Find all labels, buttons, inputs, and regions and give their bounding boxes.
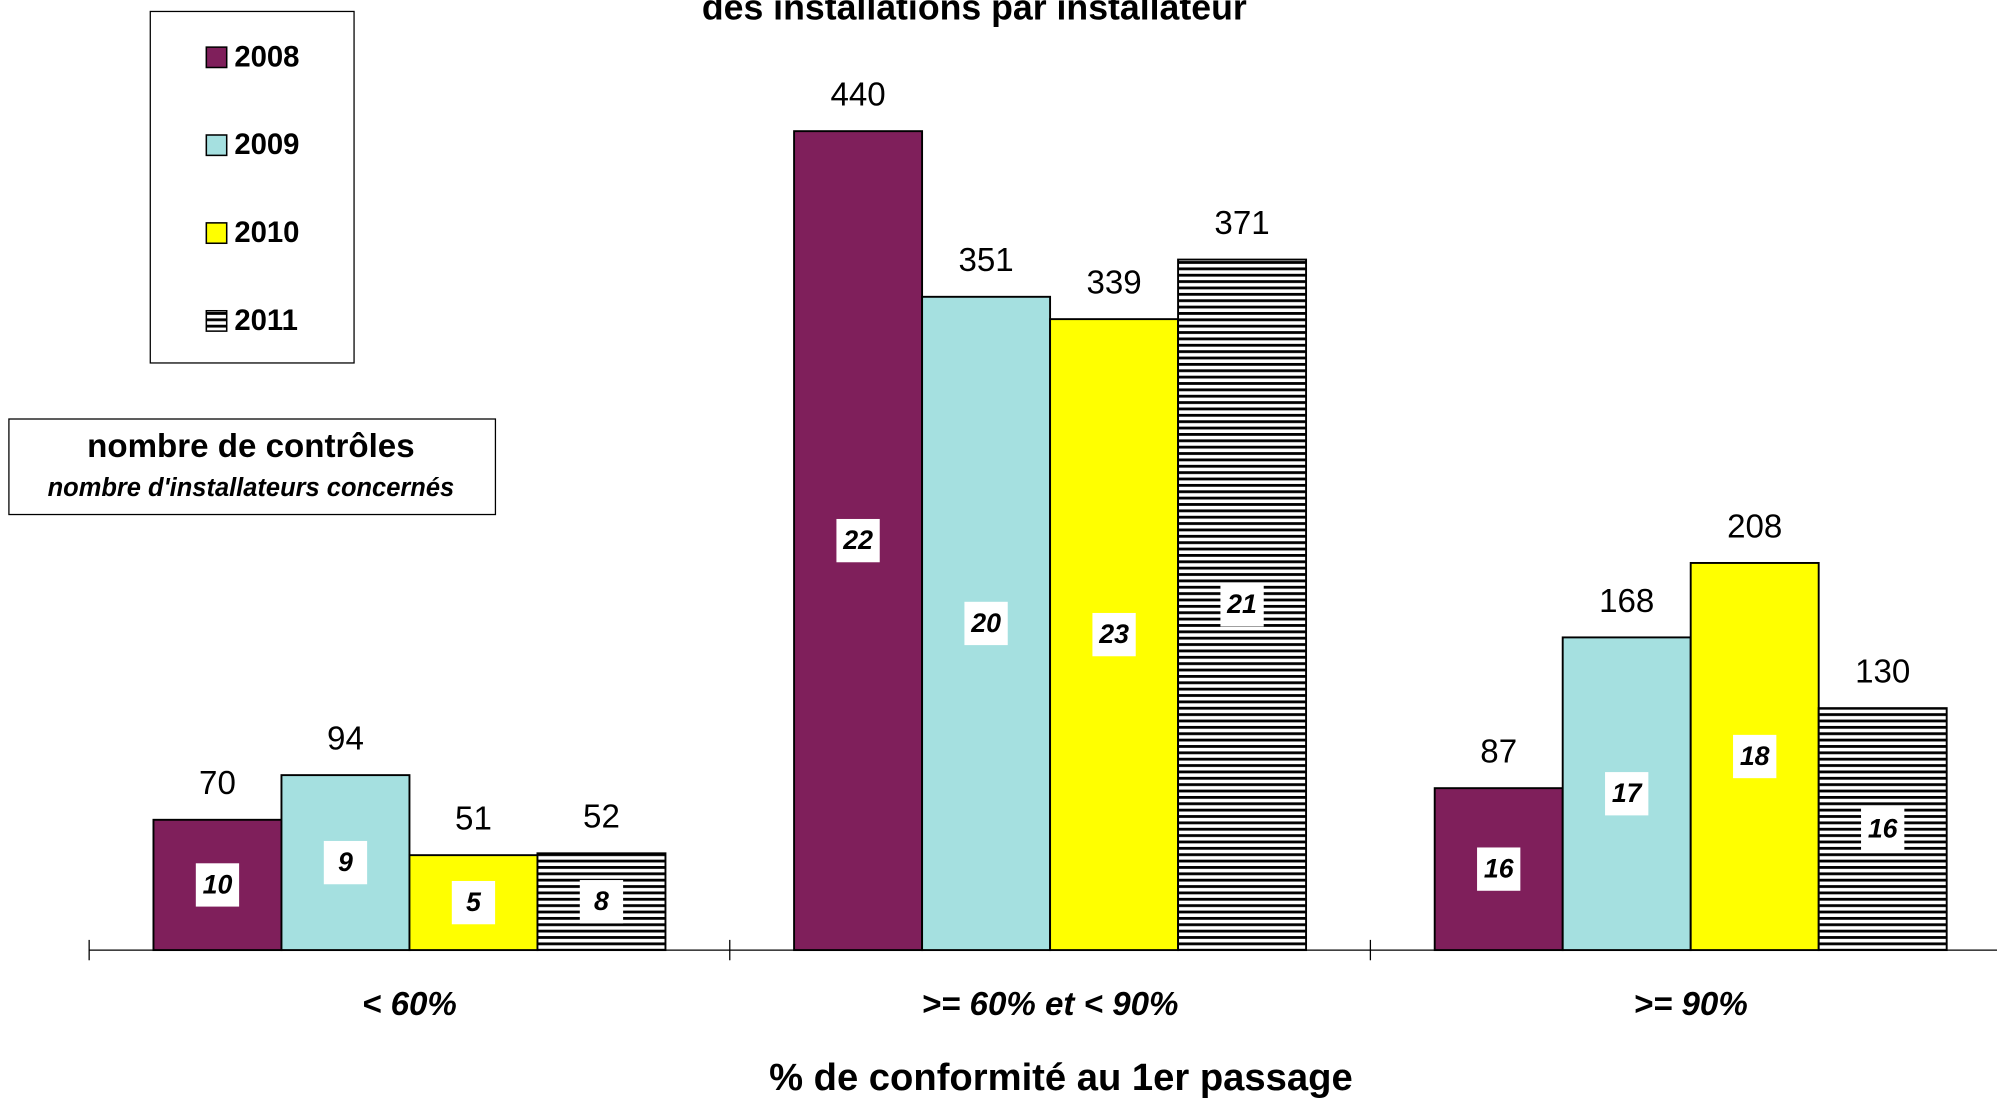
legend-label: 2011 <box>234 304 298 337</box>
count-label: 20 <box>970 608 1001 638</box>
count-label: 5 <box>466 887 482 917</box>
x-tick-label: >= 90% <box>1634 986 1748 1023</box>
count-label-box <box>1092 612 1136 657</box>
value-label: 440 <box>830 77 885 114</box>
count-label-box <box>1733 734 1777 779</box>
value-label: 351 <box>958 242 1013 279</box>
count-label: 18 <box>1740 741 1770 771</box>
count-label-box <box>836 518 880 563</box>
legend-swatch <box>205 134 228 157</box>
count-label: 17 <box>1612 778 1643 808</box>
count-label: 21 <box>1226 589 1257 619</box>
chart-title: des installations par installateur <box>702 0 1247 28</box>
count-label: 23 <box>1098 619 1129 649</box>
count-label-box <box>1861 807 1905 851</box>
value-label: 51 <box>455 801 492 838</box>
legend-box <box>149 10 355 364</box>
count-label: 16 <box>1484 853 1515 883</box>
value-label: 130 <box>1855 653 1910 690</box>
legend-swatch <box>205 222 228 245</box>
count-label-box <box>195 863 240 907</box>
annotation-line: nombre d'installateurs concernés <box>48 474 455 502</box>
count-label-box <box>323 840 368 885</box>
value-label: 339 <box>1086 265 1141 302</box>
value-label: 208 <box>1727 508 1782 545</box>
count-label: 8 <box>594 886 609 916</box>
value-label: 70 <box>199 765 236 802</box>
bar <box>921 295 1052 952</box>
annotation-box <box>8 418 497 516</box>
x-tick-label: >= 60% et < 90% <box>922 986 1179 1023</box>
count-label-box <box>1220 583 1264 627</box>
legend-swatch <box>205 46 228 69</box>
value-label: 94 <box>327 720 364 757</box>
annotation-line: nombre de contrôles <box>87 428 414 465</box>
value-label: 371 <box>1214 205 1269 242</box>
value-label: 52 <box>583 799 620 836</box>
count-label-box <box>451 880 496 925</box>
count-label: 9 <box>338 847 353 877</box>
legend-swatch <box>205 309 228 332</box>
value-label: 168 <box>1599 583 1654 620</box>
count-label: 10 <box>203 869 233 899</box>
count-label-box <box>1605 772 1649 816</box>
count-label: 16 <box>1868 813 1899 843</box>
count-label-box <box>1477 847 1521 891</box>
count-label-box <box>964 601 1008 646</box>
legend-label: 2008 <box>234 40 299 73</box>
x-axis-label: % de conformité au 1er passage <box>769 1056 1353 1099</box>
count-label-box <box>579 880 624 924</box>
count-label: 22 <box>842 525 873 555</box>
x-tick-label: < 60% <box>362 986 457 1023</box>
value-label: 87 <box>1480 734 1517 771</box>
legend-label: 2010 <box>234 216 299 249</box>
legend-label: 2009 <box>234 128 299 161</box>
